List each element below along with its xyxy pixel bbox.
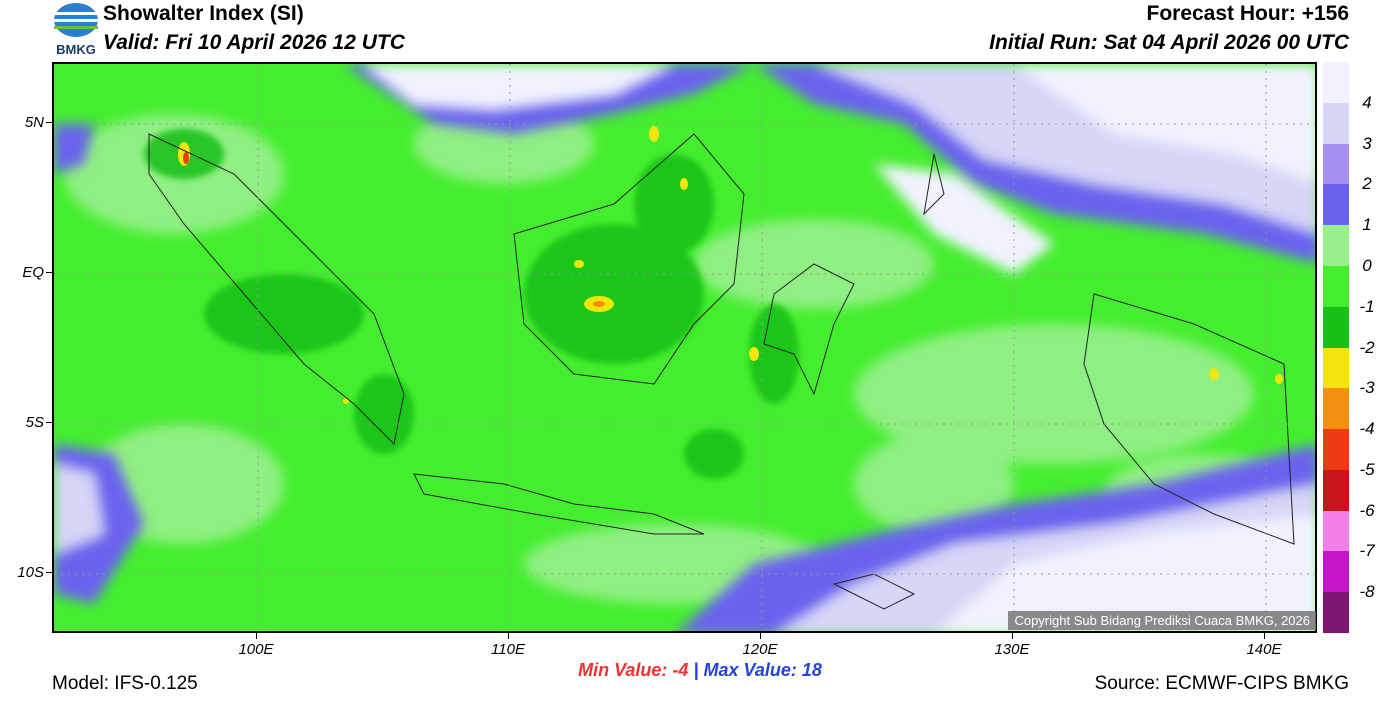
colorbar-segment <box>1323 225 1349 267</box>
forecast-hour: Forecast Hour: +156 <box>1146 2 1350 25</box>
colorbar-segment <box>1323 510 1349 552</box>
colorbar-label: -3 <box>1359 378 1375 398</box>
logo-text: BMKG <box>56 42 96 57</box>
colorbar-segment <box>1323 306 1349 348</box>
colorbar <box>1323 62 1349 634</box>
colorbar-segment <box>1323 62 1349 104</box>
lat-tick <box>46 572 52 573</box>
lon-label-140e: 140E <box>1246 641 1282 658</box>
colorbar-segment <box>1323 551 1349 593</box>
model-info: Model: IFS-0.125 <box>52 673 198 694</box>
lat-label-10s: 10S <box>17 564 44 581</box>
lon-tick <box>760 633 761 639</box>
colorbar-segment <box>1323 347 1349 389</box>
lon-tick <box>256 633 257 639</box>
initial-run: Initial Run: Sat 04 April 2026 00 UTC <box>989 31 1349 54</box>
min-value: Min Value: -4 <box>578 660 689 680</box>
lat-tick <box>46 122 52 123</box>
colorbar-label: 1 <box>1362 215 1372 235</box>
separator: | <box>693 660 699 680</box>
colorbar-label: -7 <box>1359 541 1375 561</box>
colorbar-label: -1 <box>1359 296 1375 316</box>
colorbar-segment <box>1323 469 1349 512</box>
lat-tick <box>46 272 52 273</box>
colorbar-segment <box>1323 265 1349 308</box>
page-title: Showalter Index (SI) <box>103 2 304 25</box>
lon-label-120e: 120E <box>742 641 778 658</box>
colorbar-label: -8 <box>1359 582 1375 602</box>
colorbar-label: 0 <box>1362 255 1372 275</box>
lon-tick <box>1264 633 1265 639</box>
colorbar-label: -6 <box>1359 500 1375 520</box>
lon-label-130e: 130E <box>994 641 1030 658</box>
colorbar-label: 3 <box>1362 133 1372 153</box>
colorbar-label: -4 <box>1359 419 1375 439</box>
colorbar-segment <box>1323 143 1349 185</box>
lon-tick <box>508 633 509 639</box>
max-value: Max Value: 18 <box>703 660 822 680</box>
colorbar-label: -5 <box>1359 459 1375 479</box>
lon-tick <box>1012 633 1013 639</box>
map-field <box>54 64 1315 631</box>
min-max-values: Min Value: -4 | Max Value: 18 <box>0 660 1400 681</box>
bmkg-logo: BMKG <box>52 2 100 58</box>
copyright-notice: Copyright Sub Bidang Prediksi Cuaca BMKG… <box>1008 611 1316 630</box>
colorbar-label: -2 <box>1359 337 1375 357</box>
colorbar-segment <box>1323 592 1349 634</box>
source-info: Source: ECMWF-CIPS BMKG <box>1094 673 1349 694</box>
lon-label-100e: 100E <box>238 641 274 658</box>
colorbar-segment <box>1323 184 1349 226</box>
lat-label-eq: EQ <box>22 264 44 281</box>
lat-label-5n: 5N <box>24 114 44 131</box>
valid-time: Valid: Fri 10 April 2026 12 UTC <box>103 31 405 54</box>
colorbar-segment <box>1323 429 1349 471</box>
lon-label-110e: 110E <box>491 641 525 658</box>
colorbar-label: 4 <box>1362 92 1372 112</box>
lat-label-5s: 5S <box>25 414 44 431</box>
lat-tick <box>46 422 52 423</box>
showalter-index-map <box>52 62 1317 633</box>
colorbar-segment <box>1323 388 1349 430</box>
colorbar-segment <box>1323 102 1349 145</box>
colorbar-label: 2 <box>1362 174 1372 194</box>
